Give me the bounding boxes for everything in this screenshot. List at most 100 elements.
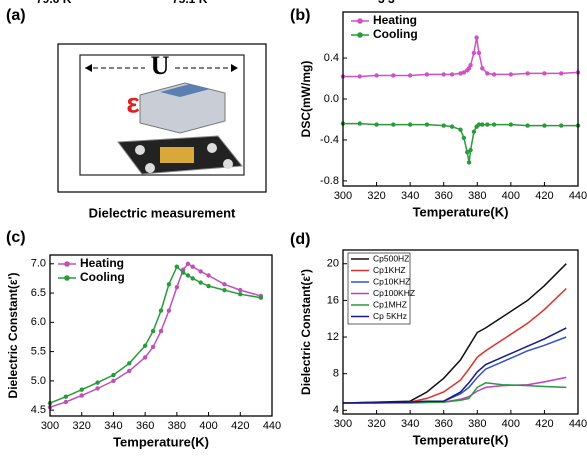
marker <box>79 387 84 392</box>
legend-marker <box>357 32 363 38</box>
y-tick-label: 0.0 <box>324 93 339 105</box>
legend-label: Cp10KHZ <box>373 276 410 286</box>
y-axis-label: Dielectric Constant(ε') <box>299 269 313 395</box>
marker <box>374 122 379 127</box>
panel-label: (a) <box>6 7 26 24</box>
marker <box>206 273 211 278</box>
marker <box>471 50 477 56</box>
legend-label: Cooling <box>373 27 418 41</box>
y-tick-label: 5.0 <box>31 375 46 387</box>
x-tick-label: 380 <box>168 420 186 432</box>
legend-label: Cp 5KHz <box>373 311 407 321</box>
legend-label: Heating <box>80 256 124 270</box>
marker <box>238 287 243 293</box>
marker <box>474 35 479 40</box>
annotation: 379.6 K <box>36 0 395 6</box>
electrode <box>223 159 233 169</box>
marker <box>424 72 430 77</box>
marker <box>238 292 243 297</box>
x-tick-label: 320 <box>367 190 385 202</box>
x-tick-label: 420 <box>535 418 553 430</box>
marker <box>508 72 514 77</box>
marker <box>441 123 446 128</box>
y-tick-label: 7.0 <box>31 258 46 270</box>
series-line <box>343 382 567 404</box>
marker <box>63 394 69 399</box>
marker <box>480 122 485 127</box>
marker <box>158 328 164 334</box>
series-line <box>342 327 567 404</box>
series-line <box>49 265 262 404</box>
marker <box>95 380 100 385</box>
legend-marker <box>64 275 70 281</box>
y-tick-label: -0.8 <box>320 175 339 187</box>
y-tick-label: 8 <box>333 368 339 380</box>
marker <box>461 135 467 141</box>
y-tick-label: 16 <box>327 294 339 306</box>
series-line <box>343 122 578 163</box>
marker <box>198 269 203 274</box>
x-tick-label: 440 <box>569 418 587 430</box>
x-tick-label: 420 <box>535 190 553 202</box>
plot-frame <box>342 249 579 415</box>
x-tick-label: 320 <box>367 418 385 430</box>
legend-label: Cp100KHZ <box>373 288 415 298</box>
panel-label: (c) <box>6 229 26 246</box>
x-tick-label: 340 <box>401 190 419 202</box>
legend-box <box>347 252 411 325</box>
series-line <box>343 376 567 404</box>
marker <box>441 72 446 77</box>
y-tick-label: 0.4 <box>324 52 339 64</box>
marker <box>449 72 455 77</box>
y-tick-label: 4.5 <box>31 404 46 416</box>
marker <box>181 270 186 275</box>
x-tick-label: 360 <box>435 418 453 430</box>
marker <box>258 295 264 300</box>
marker <box>79 393 84 398</box>
marker <box>465 150 470 155</box>
marker <box>491 72 497 77</box>
marker <box>222 282 227 287</box>
y-tick-label: 20 <box>327 258 339 270</box>
series-line <box>343 336 567 404</box>
marker <box>95 386 100 391</box>
y-axis-label: DSC(mW/mg) <box>299 61 313 138</box>
electrode <box>207 143 217 153</box>
marker <box>407 73 413 78</box>
series-line <box>342 263 567 404</box>
legend-marker <box>64 261 70 267</box>
x-tick-label: 400 <box>199 420 217 432</box>
y-tick-label: 6.5 <box>31 287 46 299</box>
marker <box>142 355 148 360</box>
x-tick-label: 300 <box>41 420 59 432</box>
marker <box>424 122 430 127</box>
epsilon-symbol: ε <box>126 87 139 118</box>
marker <box>357 121 362 126</box>
panel-label: (d) <box>290 231 310 248</box>
marker <box>458 71 463 76</box>
y-tick-label: 4 <box>333 404 339 416</box>
marker <box>508 122 514 127</box>
marker <box>461 70 467 75</box>
caption: Dielectric measurement <box>89 205 236 220</box>
marker <box>391 73 396 78</box>
marker <box>190 264 195 269</box>
legend-label: Cp1MHZ <box>373 299 407 309</box>
instrument-screen <box>160 84 210 97</box>
marker <box>525 123 530 128</box>
marker <box>542 71 547 76</box>
x-tick-label: 320 <box>73 420 91 432</box>
x-tick-label: 360 <box>136 420 154 432</box>
x-tick-label: 380 <box>468 418 486 430</box>
marker <box>559 71 564 76</box>
marker <box>468 63 473 68</box>
marker <box>158 308 164 313</box>
marker <box>111 378 116 384</box>
marker <box>458 127 463 132</box>
x-tick-label: 300 <box>334 190 352 202</box>
x-tick-label: 360 <box>435 190 453 202</box>
marker <box>449 124 455 129</box>
electrode <box>145 163 155 173</box>
frame <box>57 43 267 193</box>
